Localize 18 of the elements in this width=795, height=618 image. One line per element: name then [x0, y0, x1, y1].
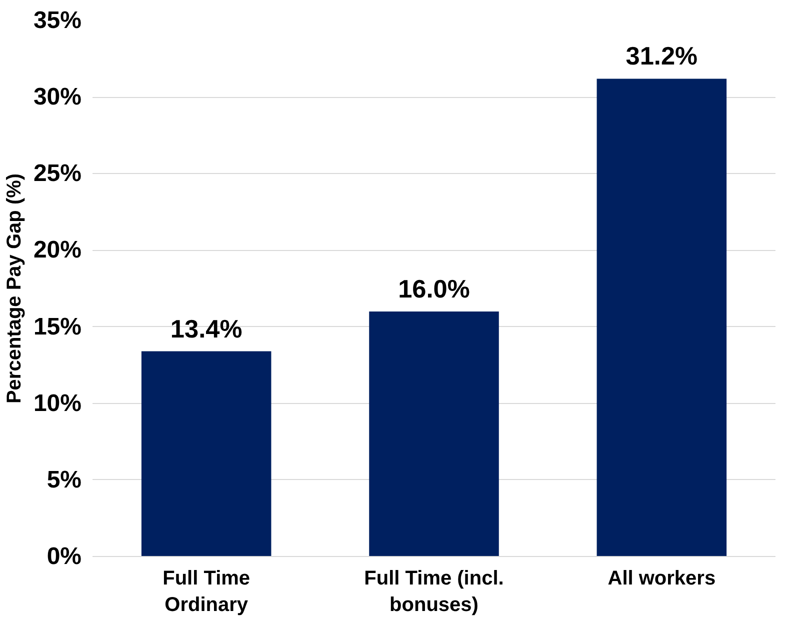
y-tick-label: 10%: [33, 390, 82, 417]
y-tick-label: 35%: [33, 7, 82, 34]
bar: [596, 78, 727, 556]
bar: [369, 311, 499, 556]
bar: [141, 351, 272, 556]
data-label: 31.2%: [626, 42, 698, 71]
y-tick-label: 5%: [46, 466, 82, 494]
data-label: 13.4%: [170, 315, 242, 344]
y-tick-label: 25%: [33, 160, 82, 188]
x-tick-label: Full Time (incl. bonuses): [364, 568, 504, 616]
x-tick-label: All workers: [608, 568, 716, 590]
y-tick-label: 0%: [46, 543, 82, 570]
x-tick-label: Full Time Ordinary: [162, 568, 250, 616]
data-label: 16.0%: [398, 275, 470, 304]
y-tick-label: 20%: [33, 236, 82, 264]
y-tick-label: 30%: [33, 84, 82, 111]
y-tick-label: 15%: [33, 313, 82, 340]
y-axis-title: Percentage Pay Gap (%): [3, 173, 26, 404]
